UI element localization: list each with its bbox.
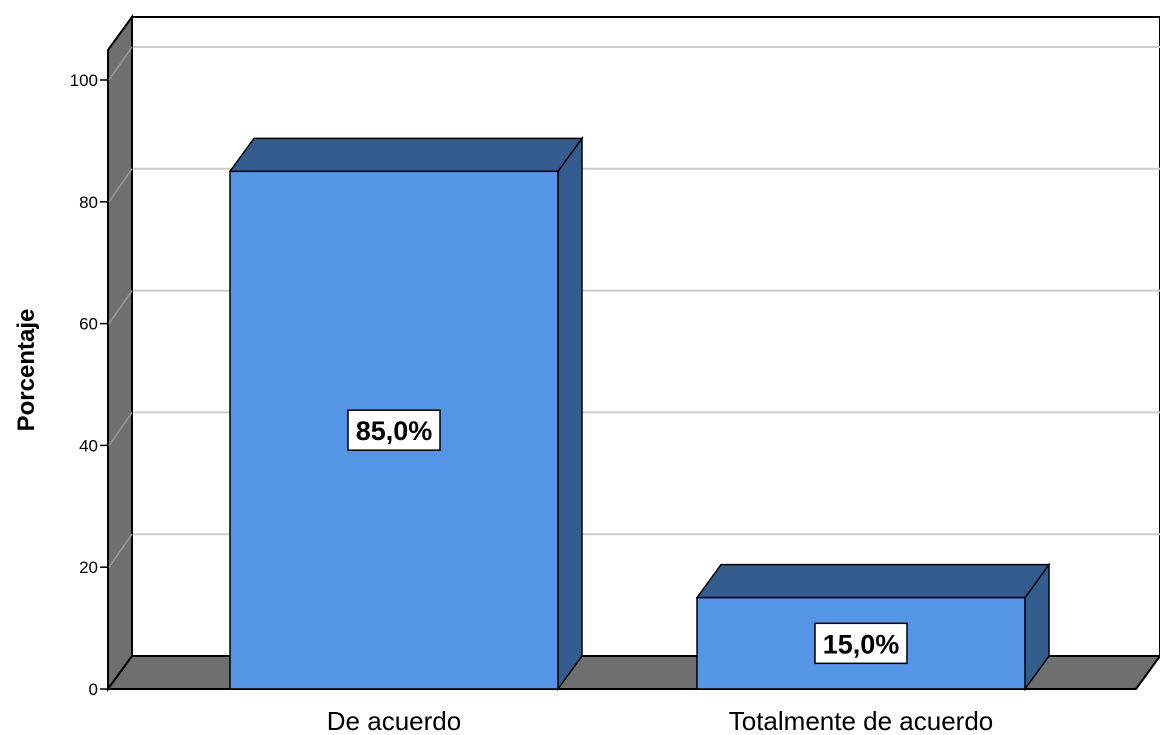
x-tick-label: De acuerdo <box>327 706 461 735</box>
y-tick-label: 0 <box>89 680 98 699</box>
bar-top <box>228 137 584 173</box>
bar-2: 15,0% <box>695 562 1051 692</box>
y-axis-label: Porcentaje <box>13 309 40 432</box>
data-label: 15,0% <box>823 629 900 659</box>
y-tick-label: 40 <box>79 436 98 455</box>
gridline-side <box>108 533 133 568</box>
bar-front <box>696 596 1026 690</box>
left-wall <box>107 13 133 693</box>
gridline-side <box>108 290 133 325</box>
bars: 85,0% 15,0% <box>228 136 1051 692</box>
bar-top <box>695 563 1051 599</box>
y-tick-label: 60 <box>79 315 98 334</box>
x-tick-label: Totalmente de acuerdo <box>729 706 994 735</box>
gridline-side <box>108 168 133 203</box>
gridline-side <box>108 46 133 81</box>
bar-1: 85,0% <box>228 136 584 692</box>
gridline-side <box>108 411 133 446</box>
y-axis-ticks: 0 20 40 60 80 100 <box>70 71 108 699</box>
y-tick-label: 80 <box>79 193 98 212</box>
data-label-box <box>347 409 441 451</box>
bar-side <box>557 136 583 692</box>
x-axis-labels: De acuerdo Totalmente de acuerdo <box>327 706 993 735</box>
y-tick-label: 100 <box>70 71 98 90</box>
data-label-box <box>814 622 908 665</box>
data-label: 85,0% <box>356 416 433 446</box>
y-tick-label: 20 <box>79 558 98 577</box>
